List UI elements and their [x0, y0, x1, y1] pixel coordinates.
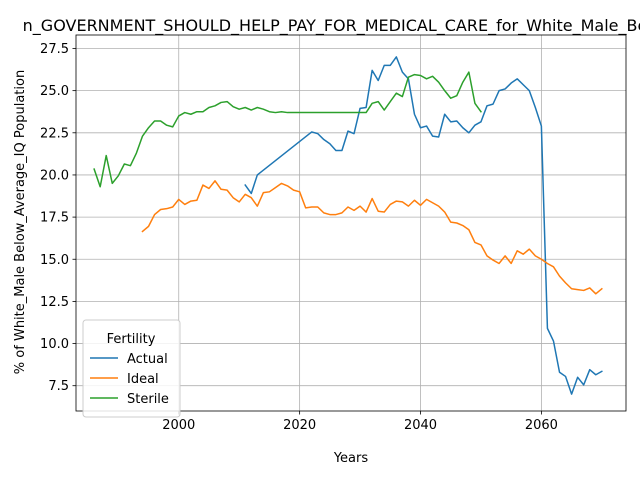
legend-label-sterile: Sterile	[127, 392, 169, 407]
y-axis-label: % of White_Male Below_Average_IQ Populat…	[13, 70, 28, 374]
x-tick-label: 2020	[283, 418, 316, 433]
legend-label-ideal: Ideal	[127, 372, 159, 387]
chart-title: n_GOVERNMENT_SHOULD_HELP_PAY_FOR_MEDICAL…	[23, 16, 640, 36]
x-tick-label: 2000	[162, 418, 195, 433]
y-tick-label: 12.5	[40, 295, 69, 310]
y-tick-label: 15.0	[40, 253, 69, 268]
y-tick-label: 22.5	[40, 126, 69, 141]
legend: Fertility Actual Ideal Sterile	[83, 320, 180, 417]
x-tick-label: 2060	[525, 418, 558, 433]
x-tick-label: 2040	[404, 418, 437, 433]
x-axis-label: Years	[333, 451, 369, 466]
legend-label-actual: Actual	[127, 352, 168, 367]
y-tick-label: 25.0	[40, 84, 69, 99]
y-tick-label: 7.5	[48, 379, 69, 394]
y-tick-label: 17.5	[40, 211, 69, 226]
y-tick-label: 10.0	[40, 337, 69, 352]
y-tick-label: 27.5	[40, 42, 69, 57]
y-tick-label: 20.0	[40, 168, 69, 183]
legend-title: Fertility	[107, 332, 156, 347]
